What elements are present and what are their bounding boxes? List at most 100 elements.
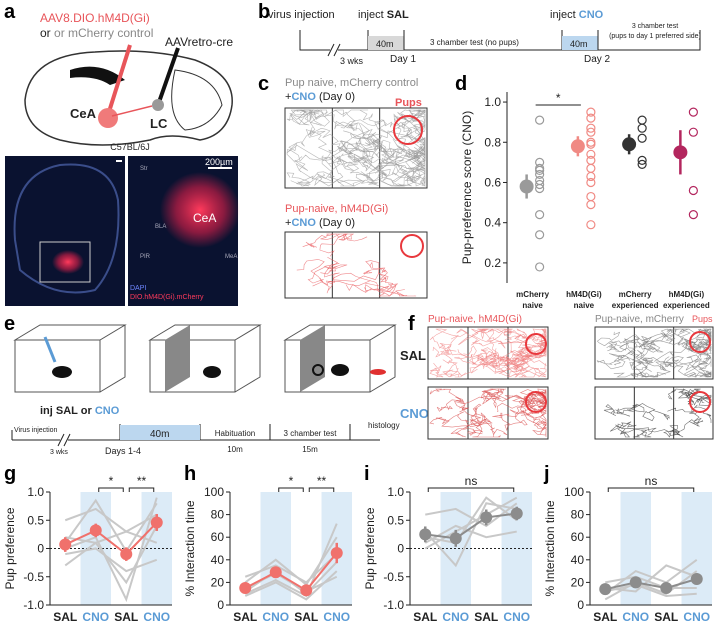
x-tick-label: SAL xyxy=(233,610,257,624)
x-tick-label: mCherry xyxy=(516,290,549,299)
injection-needle xyxy=(156,47,180,106)
data-point xyxy=(535,179,545,190)
significance-label: ns xyxy=(645,474,658,488)
x-tick-label: CNO xyxy=(683,610,710,624)
trajectory xyxy=(328,145,384,182)
data-point xyxy=(586,123,596,133)
histology-image xyxy=(5,156,125,306)
scale-bar xyxy=(116,160,122,162)
trajectory xyxy=(481,388,505,405)
subject-line xyxy=(64,507,158,533)
y-axis-label: % Interaction time xyxy=(183,500,197,596)
mean-marker xyxy=(673,145,688,160)
divider xyxy=(165,325,190,392)
panel-f: Pup-naive, hM4D(Gi) Pup-naive, mCherry P… xyxy=(400,314,713,421)
mouse xyxy=(331,364,349,376)
panel-label: c xyxy=(258,73,269,95)
label: MeA xyxy=(225,254,237,260)
subject-line xyxy=(424,524,517,544)
label: SAL xyxy=(387,9,409,21)
significance-label: * xyxy=(556,91,561,105)
x-tick-label: naive xyxy=(522,301,543,310)
trajectory xyxy=(596,355,631,370)
mean-marker xyxy=(419,528,432,541)
trajectory xyxy=(429,328,482,349)
trajectory xyxy=(629,361,666,378)
label: AAVretro-cre xyxy=(165,35,233,49)
trajectory xyxy=(454,388,507,411)
syringe xyxy=(43,336,57,363)
label: Habituation xyxy=(215,429,255,438)
trajectory xyxy=(490,354,537,374)
x-tick-label: naive xyxy=(574,301,595,310)
trajectory xyxy=(620,425,684,438)
x-tick-label: hM4D(Gi) xyxy=(566,290,602,299)
label: Days 1-4 xyxy=(105,446,141,456)
mean-marker xyxy=(480,511,493,524)
mean-line xyxy=(244,552,338,592)
cea-region xyxy=(98,108,118,128)
significance-label: * xyxy=(289,474,294,488)
trajectory xyxy=(609,421,637,438)
x-tick-label: SAL xyxy=(474,610,498,624)
trajectory xyxy=(603,403,645,417)
data-point xyxy=(586,191,596,202)
label: inject xyxy=(358,9,387,21)
label: SAL xyxy=(400,348,426,363)
break xyxy=(327,43,341,57)
label: DAPI xyxy=(130,285,146,292)
signal xyxy=(52,250,84,274)
x-tick-label: mCherry xyxy=(619,290,652,299)
trajectory xyxy=(381,152,426,187)
trajectory xyxy=(479,340,545,356)
y-tick-label: 0 xyxy=(37,542,44,556)
label: 10m xyxy=(227,445,243,454)
trajectory xyxy=(667,404,712,423)
pup-zone xyxy=(525,391,547,413)
data-point xyxy=(586,155,596,165)
trajectory xyxy=(440,348,459,378)
label: inj SAL or CNO xyxy=(40,405,120,417)
trajectory xyxy=(408,109,426,131)
label: 3 chamber test (no pups) xyxy=(430,38,519,47)
mean-marker xyxy=(510,507,523,520)
x-tick-label: CNO xyxy=(442,610,469,624)
subject-line xyxy=(65,547,158,573)
period-box xyxy=(562,36,598,50)
data-point xyxy=(688,107,698,117)
x-tick-label: CNO xyxy=(622,610,649,624)
label: histology xyxy=(368,421,400,430)
trajectory xyxy=(473,353,501,368)
trajectory xyxy=(307,263,348,284)
panel-labels: a b c d e f g h i j xyxy=(4,1,550,485)
trajectory xyxy=(608,334,651,351)
label: AAV8.DIO.hM4D(Gi) xyxy=(40,11,150,25)
panel-label: i xyxy=(364,463,370,485)
trajectory xyxy=(438,411,483,438)
significance-bracket xyxy=(607,487,695,492)
significance-label: ** xyxy=(317,474,327,488)
y-axis-label: % Interaction time xyxy=(543,500,557,596)
significance-bracket xyxy=(427,487,515,492)
label: CNO xyxy=(291,91,316,103)
brain-structure xyxy=(70,66,125,85)
trajectory xyxy=(483,390,538,409)
y-tick-label: 0 xyxy=(577,598,584,612)
mean-marker xyxy=(330,547,343,560)
significance-label: ** xyxy=(137,474,147,488)
trajectory xyxy=(492,406,534,432)
trajectory xyxy=(357,146,426,171)
x-tick-label: SAL xyxy=(53,610,77,624)
panel-label: j xyxy=(543,463,550,485)
break xyxy=(57,433,71,447)
label: CeA xyxy=(70,106,97,121)
x-tick-label: CNO xyxy=(143,610,170,624)
data-point xyxy=(535,262,545,272)
data-point xyxy=(688,210,698,220)
y-tick-label: 60 xyxy=(571,530,585,544)
x-tick-label: SAL xyxy=(294,610,318,624)
apparatus xyxy=(13,324,397,393)
mean-marker xyxy=(570,139,585,154)
subject-line xyxy=(244,553,338,584)
y-tick-label: 100 xyxy=(564,485,584,499)
